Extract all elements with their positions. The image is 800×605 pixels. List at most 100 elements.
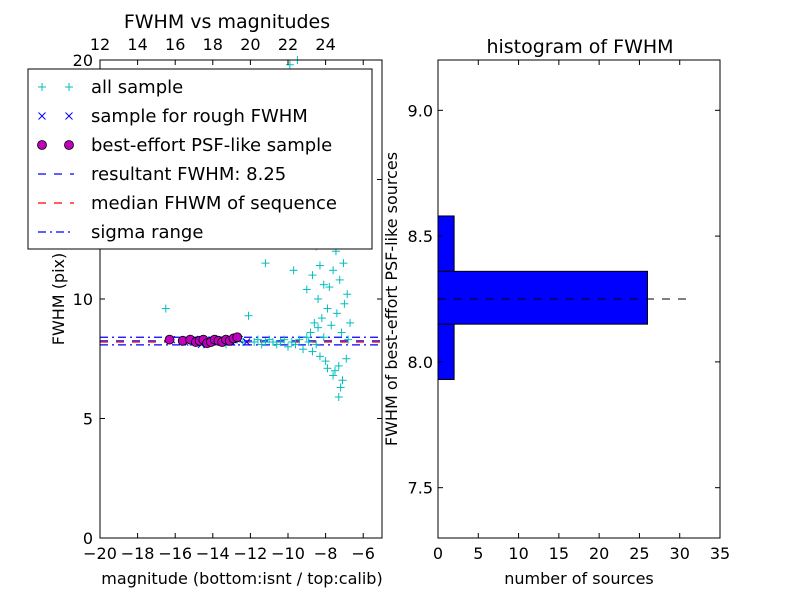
legend-label: median FHWM of sequence <box>91 193 337 214</box>
plus-marker <box>280 335 289 344</box>
scatter-x-axis-label: magnitude (bottom:isnt / top:calib) <box>101 569 382 588</box>
plus-marker <box>339 259 348 268</box>
plus-marker <box>65 83 73 91</box>
plus-marker <box>304 338 313 347</box>
plus-marker <box>343 290 352 299</box>
histogram-bar <box>437 270 648 325</box>
top-axis-ticks: 12 14 16 18 20 22 24 <box>90 35 336 54</box>
x-marker <box>242 338 251 346</box>
scatter-y-axis-label: FWHM (pix) <box>49 253 68 346</box>
legend-entry: median FHWM of sequence <box>38 193 337 214</box>
x-tick-label: −14 <box>196 544 230 563</box>
plus-marker <box>285 60 294 69</box>
y-tick-label: 10 <box>73 290 93 309</box>
scatter-chart: FWHM vs magnitudes 12 14 16 18 20 22 24 −20 −18… <box>27 11 383 588</box>
plus-marker <box>340 299 349 308</box>
legend-label: resultant FWHM: 8.25 <box>91 164 286 185</box>
top-tick-label: 16 <box>165 35 185 54</box>
y-tick-label: 9.0 <box>408 101 433 120</box>
circle-marker <box>37 140 47 150</box>
x-tick-label: −12 <box>234 544 268 563</box>
plus-marker <box>337 328 346 337</box>
x-tick-label: 0 <box>433 544 443 563</box>
plus-marker <box>253 335 262 344</box>
legend-entry: all sample <box>38 77 183 98</box>
plus-marker <box>325 283 334 292</box>
plus-marker <box>302 333 311 342</box>
legend-label: all sample <box>91 77 183 98</box>
plus-marker <box>238 338 247 347</box>
legend-entry: resultant FWHM: 8.25 <box>38 164 286 185</box>
histogram-y-axis-label: FWHM of best-effort PSF-like sources <box>382 152 401 446</box>
x-tick-label: −20 <box>83 544 117 563</box>
y-tick-label: 8.0 <box>408 353 433 372</box>
plus-marker <box>38 83 46 91</box>
circle-marker <box>64 140 74 150</box>
legend-entry: sigma range <box>38 222 203 243</box>
y-tick-label: 7.5 <box>408 479 433 498</box>
x-marker-b <box>65 112 73 120</box>
x-tick-label: −10 <box>271 544 305 563</box>
plus-marker <box>331 366 339 375</box>
histogram-chart: histogram of FWHM 0 5 10 15 20 25 30 35 7.5 8.0 8… <box>382 36 730 588</box>
top-tick-label: 22 <box>278 35 298 54</box>
x-marker-b <box>38 112 46 120</box>
scatter-title: FWHM vs magnitudes <box>124 11 330 33</box>
legend-box <box>27 68 373 250</box>
plus-marker <box>244 311 253 320</box>
plus-marker <box>323 304 332 313</box>
legend: all sample sample for rough FWHM best-effo… <box>27 68 373 250</box>
plus-marker <box>312 340 321 349</box>
reference-lines <box>100 336 382 346</box>
x-tick-label: −6 <box>351 544 375 563</box>
plus-marker <box>315 261 324 270</box>
y-tick-label: 0 <box>83 529 93 548</box>
plus-marker <box>308 347 317 356</box>
plus-marker <box>329 371 338 380</box>
plus-marker <box>284 342 292 351</box>
x-marker-b <box>242 338 251 346</box>
x-tick-label: 35 <box>710 544 730 563</box>
circle-marker <box>232 332 243 343</box>
legend-entry: sample for rough FWHM <box>38 106 308 127</box>
legend-label: sigma range <box>91 222 203 243</box>
y-axis-ticks: 7.5 8.0 8.5 9.0 <box>408 101 720 498</box>
series-o <box>164 332 243 349</box>
plus-marker <box>302 285 311 294</box>
x-axis-ticks: −20 −18 −16 −14 −12 −10 −8 −6 <box>83 60 375 563</box>
x-tick-label: −8 <box>314 544 338 563</box>
plus-marker <box>338 376 347 385</box>
x-tick-label: 15 <box>549 544 569 563</box>
plus-marker <box>323 364 332 373</box>
plus-marker <box>317 314 326 323</box>
histogram-bar <box>437 215 455 272</box>
top-tick-label: 14 <box>127 35 147 54</box>
y-tick-label: 8.5 <box>408 227 433 246</box>
histogram-bar <box>437 323 455 381</box>
plus-marker <box>334 361 343 370</box>
x-tick-label: 20 <box>589 544 609 563</box>
plus-marker <box>261 259 270 268</box>
x-axis-ticks: 0 5 10 15 20 25 30 35 <box>433 60 730 563</box>
plus-marker <box>295 335 304 344</box>
x-marker <box>38 112 46 120</box>
plus-marker <box>335 275 344 284</box>
circle-marker <box>164 334 175 345</box>
top-tick-label: 18 <box>203 35 223 54</box>
legend-label: best-effort PSF-like sample <box>91 135 332 156</box>
plus-marker <box>289 266 298 275</box>
plus-marker <box>314 323 323 332</box>
plus-marker <box>346 318 355 327</box>
plus-marker <box>315 352 324 361</box>
x-tick-label: 30 <box>670 544 690 563</box>
plus-marker <box>319 333 328 342</box>
histogram-plot-frame <box>437 59 721 539</box>
histogram-title: histogram of FWHM <box>486 36 673 58</box>
histogram-x-axis-label: number of sources <box>504 569 654 588</box>
x-tick-label: −18 <box>121 544 155 563</box>
plus-marker <box>291 340 300 349</box>
x-tick-label: 25 <box>629 544 649 563</box>
plus-marker <box>342 354 351 363</box>
plus-marker <box>336 383 345 392</box>
x-tick-label: 5 <box>473 544 483 563</box>
